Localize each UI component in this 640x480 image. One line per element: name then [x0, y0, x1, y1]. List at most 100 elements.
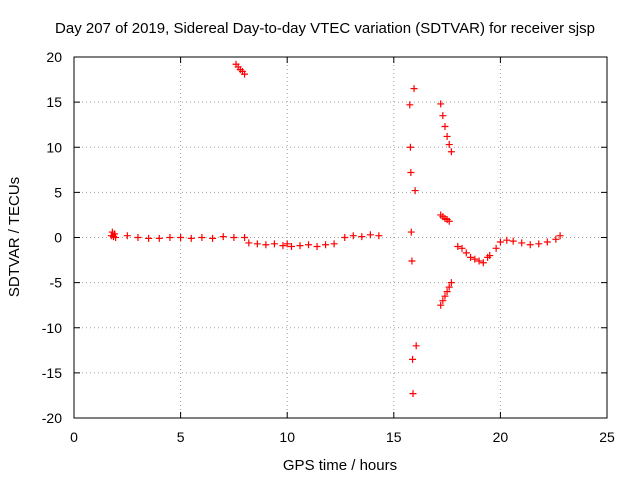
data-point — [467, 253, 475, 261]
data-point — [209, 234, 217, 242]
data-point — [366, 231, 374, 239]
data-point — [445, 217, 453, 225]
y-axis-label: SDTVAR / TECUs — [6, 177, 23, 297]
series-arc-1 — [107, 228, 120, 241]
data-point — [503, 236, 511, 244]
data-point — [526, 241, 534, 249]
data-point — [479, 259, 487, 267]
data-point — [305, 241, 313, 249]
y-tick-label: -10 — [42, 320, 62, 336]
data-point — [313, 243, 321, 251]
series-arc-4 — [287, 240, 338, 251]
y-tick-label: 5 — [54, 184, 62, 200]
data-point — [471, 255, 479, 263]
y-tick-label: -15 — [42, 365, 62, 381]
data-point — [245, 239, 253, 247]
data-point — [283, 240, 291, 248]
x-tick-label: 25 — [599, 429, 615, 445]
data-point — [375, 232, 383, 240]
data-point — [408, 257, 416, 265]
y-tick-label: 0 — [54, 230, 62, 246]
data-point — [406, 101, 414, 109]
data-point — [552, 235, 560, 243]
series-arc-6 — [232, 60, 249, 78]
x-axis-label: GPS time / hours — [283, 457, 397, 474]
data-point — [279, 242, 287, 250]
y-tick-label: 20 — [46, 49, 62, 65]
data-point — [410, 85, 418, 93]
data-point — [241, 234, 249, 241]
data-point — [187, 234, 195, 242]
series-arc-11 — [454, 243, 492, 267]
data-point — [155, 234, 163, 242]
y-tick-label: -20 — [42, 410, 62, 426]
series-arc-5 — [341, 231, 383, 241]
data-point — [518, 239, 526, 247]
series-arc-7 — [406, 85, 420, 398]
data-point — [134, 234, 142, 241]
data-point — [330, 240, 338, 248]
data-point — [230, 234, 238, 241]
data-point — [112, 234, 120, 241]
data-point — [412, 342, 420, 350]
y-tick-label: -5 — [50, 275, 63, 291]
data-point — [492, 244, 500, 252]
data-point — [443, 288, 451, 296]
data-points — [107, 60, 564, 398]
data-point — [443, 132, 451, 140]
data-point — [437, 100, 445, 108]
plot-frame — [73, 56, 608, 419]
data-point — [219, 233, 227, 241]
data-point — [439, 112, 447, 120]
series-arc-12 — [486, 232, 564, 260]
data-point — [496, 238, 504, 246]
data-point — [253, 240, 261, 248]
data-point — [322, 241, 330, 249]
data-point — [441, 292, 449, 300]
x-tick-label: 0 — [70, 429, 78, 445]
data-point — [411, 187, 419, 195]
data-point — [349, 232, 357, 240]
data-point — [287, 243, 295, 251]
data-point — [262, 241, 270, 249]
data-point — [535, 240, 543, 248]
x-tick-label: 15 — [386, 429, 402, 445]
data-point — [407, 228, 415, 236]
data-point — [509, 237, 517, 245]
data-point — [458, 244, 466, 252]
data-point — [198, 234, 206, 241]
data-point — [407, 169, 415, 177]
data-point — [462, 249, 470, 257]
data-point — [437, 301, 445, 309]
data-point — [111, 230, 119, 238]
data-point — [543, 238, 551, 246]
data-point — [439, 297, 447, 305]
data-point — [123, 232, 131, 240]
data-point — [145, 234, 153, 242]
data-point — [177, 234, 185, 241]
data-point — [441, 122, 449, 130]
data-point — [406, 143, 414, 151]
data-point — [447, 148, 455, 156]
data-point — [296, 242, 304, 250]
data-point — [241, 70, 249, 78]
data-point — [486, 252, 494, 260]
data-point — [409, 355, 417, 363]
data-point — [447, 279, 455, 287]
data-point — [409, 390, 417, 398]
series-arc-10 — [437, 279, 455, 309]
y-tick-label: 15 — [46, 94, 62, 110]
x-tick-label: 20 — [493, 429, 509, 445]
data-point — [358, 233, 366, 241]
series-arc-3 — [245, 239, 291, 250]
series-arc-9 — [437, 211, 453, 225]
series-arc-8 — [437, 100, 455, 156]
x-tick-label: 5 — [177, 429, 185, 445]
data-point — [475, 257, 483, 265]
y-tick-label: 10 — [46, 139, 62, 155]
data-point — [454, 243, 462, 251]
data-point — [166, 234, 174, 241]
chart-title: Day 207 of 2019, Sidereal Day-to-day VTE… — [55, 20, 595, 37]
axis-ticks: 0 5 10 15 20 25 -20 -15 -10 -5 0 5 10 15 20 — [42, 49, 615, 445]
